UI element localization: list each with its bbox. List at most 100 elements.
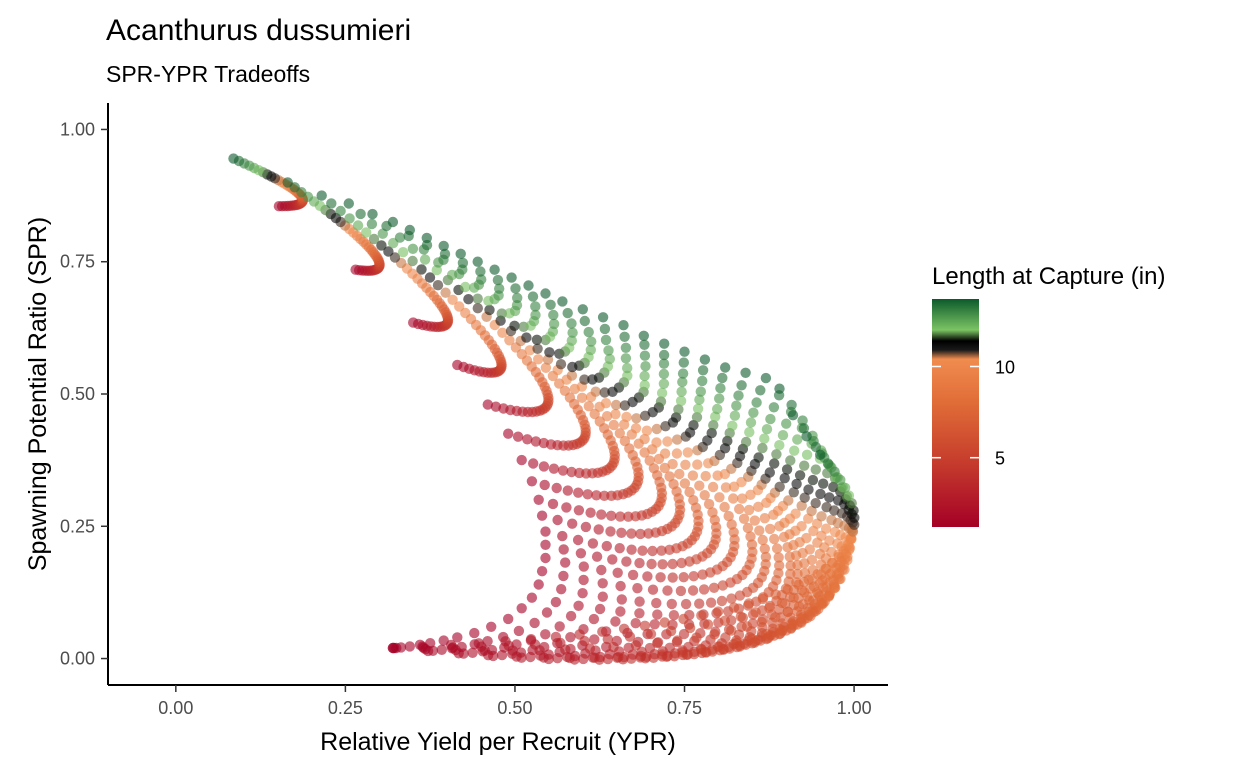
scatter-point — [343, 198, 354, 209]
scatter-point — [376, 240, 387, 251]
scatter-point — [539, 479, 550, 491]
x-tick-label: 1.00 — [837, 698, 872, 718]
scatter-point — [679, 346, 690, 357]
scatter-point — [798, 423, 810, 434]
scatter-point — [666, 598, 677, 610]
scatter-point — [645, 628, 657, 640]
scatter-point — [572, 534, 584, 546]
scatter-point — [799, 587, 810, 598]
scatter-point — [688, 495, 699, 506]
scatter-point — [793, 601, 805, 612]
scatter-point — [431, 264, 442, 276]
scatter-point — [790, 508, 801, 519]
scatter-point — [547, 498, 559, 510]
scatter-point — [791, 478, 802, 490]
scatter-point — [558, 544, 569, 555]
scatter-point — [644, 455, 655, 466]
legend-tick-label: 5 — [995, 449, 1005, 469]
scatter-point — [713, 606, 724, 617]
scatter-point — [599, 323, 611, 335]
scatter-point — [622, 362, 633, 374]
scatter-point — [664, 471, 675, 482]
scatter-point — [740, 367, 751, 378]
scatter-point — [768, 402, 780, 413]
scatter-point — [728, 493, 739, 504]
scatter-point — [677, 647, 688, 658]
scatter-point — [472, 303, 483, 314]
scatter-point — [678, 357, 689, 368]
scatter-point — [748, 407, 759, 418]
scatter-point — [818, 478, 829, 489]
scatter-point — [684, 622, 696, 634]
scatter-point — [759, 543, 770, 554]
scatter-point — [622, 370, 633, 381]
scatter-point — [707, 507, 718, 518]
scatter-point — [577, 588, 588, 599]
scatter-point — [567, 327, 578, 338]
scatter-point — [801, 431, 812, 442]
scatter-point — [734, 503, 745, 515]
scatter-point — [618, 320, 629, 331]
scatter-point — [668, 610, 680, 621]
scatter-point — [729, 410, 741, 421]
scatter-point — [647, 545, 658, 557]
scatter-point — [764, 467, 775, 478]
scatter-point — [770, 589, 781, 600]
scatter-point — [810, 464, 821, 475]
scatter-point — [615, 511, 626, 522]
scatter-point — [639, 380, 650, 391]
scatter-point — [383, 246, 394, 257]
scatter-point — [607, 554, 618, 565]
scatter-point — [619, 331, 630, 342]
scatter-point — [600, 398, 612, 409]
scatter-point — [639, 339, 650, 350]
scatter-point — [440, 287, 451, 298]
scatter-point — [484, 304, 495, 316]
scatter-point — [759, 433, 770, 444]
scatter-point — [676, 386, 687, 397]
scatter-point — [634, 557, 645, 569]
scatter-point — [578, 574, 589, 586]
scatter-point — [680, 598, 692, 610]
scatter-point — [688, 649, 700, 660]
scatter-point — [695, 386, 706, 397]
chart-title: Acanthurus dussumieri — [106, 14, 411, 47]
scatter-point — [463, 294, 474, 305]
scatter-point — [548, 463, 560, 474]
scatter-point — [421, 232, 432, 244]
scatter-point — [454, 301, 465, 312]
legend-tick-label: 10 — [995, 357, 1015, 377]
scatter-point — [366, 218, 378, 230]
scatter-point — [637, 545, 648, 556]
scatter-point — [513, 625, 525, 637]
scatter-point — [655, 572, 666, 583]
scatter-point — [610, 616, 621, 627]
scatter-point — [540, 629, 551, 640]
scatter-point — [630, 423, 642, 434]
scatter-point — [551, 482, 562, 494]
scatter-point — [823, 590, 834, 601]
scatter-point — [822, 458, 834, 469]
x-tick-label: 0.75 — [667, 698, 702, 718]
scatter-point — [612, 567, 623, 578]
scatter-point — [566, 318, 577, 329]
scatter-point — [590, 386, 601, 397]
scatter-point — [806, 554, 818, 566]
scatter-point — [760, 372, 772, 384]
scatter-point — [573, 600, 584, 611]
scatter-point — [557, 530, 568, 542]
scatter-point — [673, 404, 684, 415]
scatter-point — [550, 596, 562, 608]
scatter-point — [522, 434, 533, 445]
scatter-point — [511, 300, 523, 311]
scatter-point — [316, 190, 327, 201]
scatter-point — [526, 592, 538, 603]
scatter-point — [439, 248, 451, 260]
scatter-point — [602, 633, 613, 645]
scatter-point — [669, 651, 680, 662]
scatter-point — [738, 513, 750, 524]
scatter-point — [597, 591, 608, 602]
scatter-point — [368, 233, 380, 245]
scatter-point — [564, 652, 575, 664]
